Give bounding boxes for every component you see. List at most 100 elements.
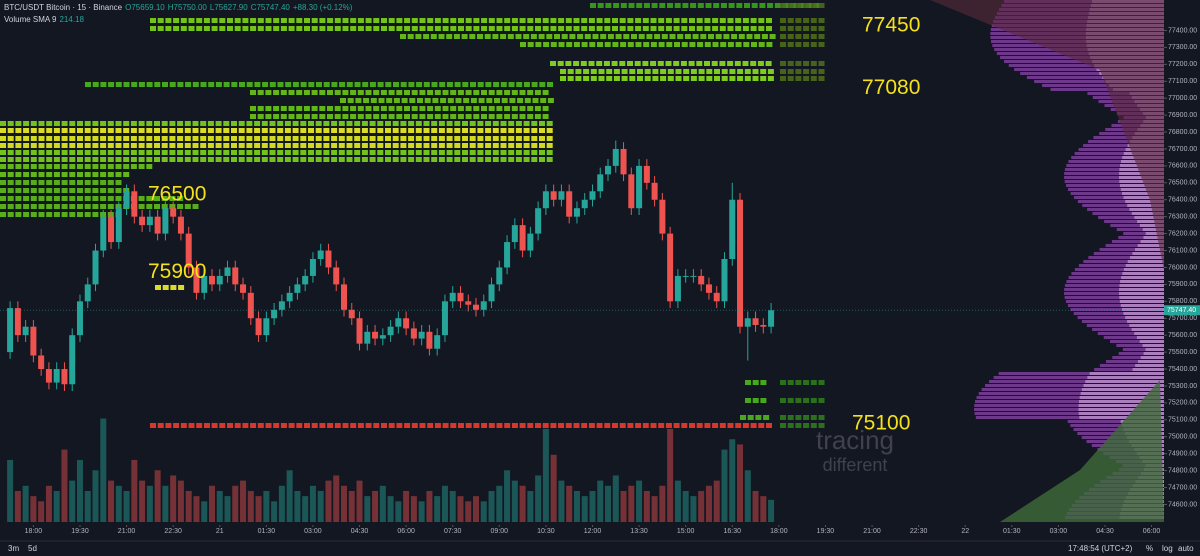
candle-body [356,318,363,344]
heat-cell [138,157,145,162]
candle-body [589,191,596,200]
scale-option[interactable]: auto [1178,544,1194,553]
heat-cell [200,136,207,141]
heat-cell [69,128,76,133]
range-button[interactable]: 5d [28,544,37,553]
heat-cell [424,98,431,103]
heat-cell [392,150,399,155]
heat-cell [477,150,484,155]
heat-cell [373,423,380,428]
volume-bar [550,454,557,522]
heat-cell [184,121,191,126]
profile-bar [1008,64,1164,67]
heat-cell [581,26,588,31]
heat-cell [327,423,334,428]
heat-cell [265,114,272,119]
heat-cell [154,204,160,209]
heat-cell [38,157,45,162]
heat-cell [77,136,83,141]
volume-bar [566,485,573,522]
heat-cell [338,121,345,126]
heat-cell [238,121,245,126]
volume-bar [131,459,138,522]
heat-cell [427,423,434,428]
heat-cell [296,26,303,31]
heat-cell [361,121,368,126]
profile-bar [1119,284,1164,287]
profile-bar [1071,156,1164,159]
heat-cell [357,114,364,119]
heat-cell [408,143,415,148]
volume-bar [340,485,347,522]
heat-cell [7,204,14,209]
profile-bar [1132,368,1164,371]
heat-cell [500,157,507,162]
heat-cell [496,18,503,23]
heat-cell [427,18,434,23]
price-axis [1164,0,1200,541]
profile-bar [1068,160,1164,163]
heat-cell [752,398,759,403]
heat-cell [319,90,326,95]
profile-bar [1020,72,1164,75]
heat-cell [450,423,457,428]
heat-cell [84,143,91,148]
heat-cell [705,3,712,8]
profile-bar [1074,268,1164,271]
heat-cell [380,114,387,119]
volume-bar [348,490,355,522]
heat-cell [657,61,664,66]
heat-cell [123,164,130,169]
heat-cell [720,3,727,8]
heat-cell [463,98,470,103]
heat-cell [519,423,526,428]
heat-cell [787,26,794,31]
heat-cell [442,106,449,111]
scale-option[interactable]: log [1162,544,1173,553]
candle-body [92,250,99,285]
heat-cell [803,415,810,420]
ohlc-value: C75747.40 [250,3,290,12]
heat-cell [450,114,457,119]
heat-cell [150,18,156,23]
heat-cell [462,150,468,155]
heat-cell [469,157,476,162]
profile-bar [1099,364,1164,367]
profile-bar [1079,396,1164,399]
heat-cell [696,423,703,428]
heat-cell [69,164,76,169]
volume-bar [45,485,52,522]
heat-cell [207,150,214,155]
heat-cell [408,82,415,87]
heat-cell [30,180,37,185]
heat-cell [810,398,817,403]
heat-cell [674,3,681,8]
heat-cell [454,136,461,141]
heat-cell [15,128,22,133]
heat-cell [311,26,318,31]
heat-cell [115,164,122,169]
range-button[interactable]: 3m [8,544,19,553]
x-tick-label: 22:30 [164,528,182,535]
heat-cell [173,423,180,428]
heat-cell [53,180,60,185]
heat-cell [423,136,430,141]
heat-cell [365,26,372,31]
heat-cell [523,143,530,148]
x-tick-label: 19:30 [71,528,89,535]
heat-cell [742,423,749,428]
volume-bar [201,501,208,522]
heat-cell [150,423,156,428]
heat-cell [411,26,418,31]
heat-cell [280,90,287,95]
scale-option[interactable]: % [1146,544,1153,553]
heat-cell [560,76,566,81]
heat-cell [292,150,299,155]
heat-cell [357,26,364,31]
heat-cell [761,34,768,39]
profile-bar [974,404,1164,407]
heat-cell [300,157,307,162]
heat-cell [527,90,534,95]
heat-cell [690,76,697,81]
heat-cell [308,121,314,126]
